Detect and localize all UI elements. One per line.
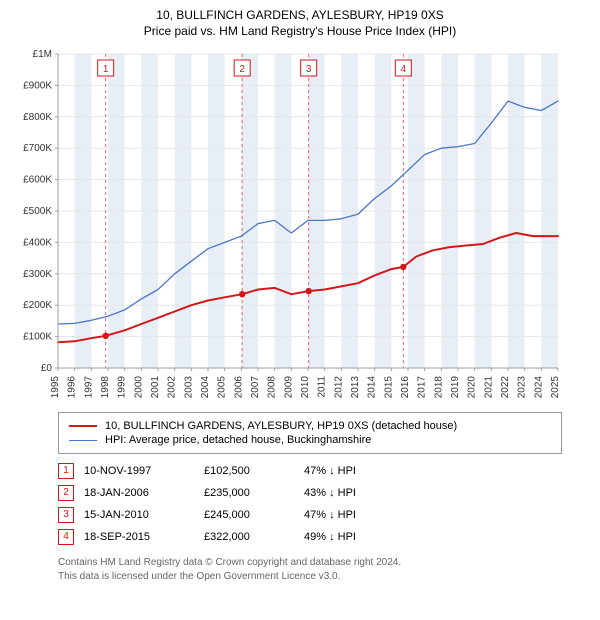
event-delta: 49% ↓ HPI (304, 526, 366, 548)
legend-swatch (69, 425, 97, 427)
x-tick-label: 2021 (483, 376, 494, 399)
x-tick-label: 2010 (300, 376, 311, 399)
y-tick-label: £100K (23, 332, 52, 343)
event-row: 1 10-NOV-1997£102,50047% ↓ HPI (58, 460, 366, 482)
event-date: 10-NOV-1997 (84, 460, 204, 482)
x-tick-label: 2024 (533, 376, 544, 399)
y-tick-label: £0 (41, 363, 53, 374)
chart-figure: 10, BULLFINCH GARDENS, AYLESBURY, HP19 0… (0, 0, 600, 593)
event-marker-number: 1 (103, 64, 109, 75)
event-dot (305, 288, 311, 294)
event-marker-number: 2 (239, 64, 245, 75)
x-tick-label: 2001 (150, 376, 161, 399)
event-marker-number: 3 (306, 64, 312, 75)
y-tick-label: £500K (23, 206, 52, 217)
event-marker-number: 4 (401, 64, 407, 75)
event-delta: 43% ↓ HPI (304, 482, 366, 504)
x-tick-label: 2022 (500, 376, 511, 399)
event-price: £102,500 (204, 460, 304, 482)
event-marker-icon: 1 (58, 463, 74, 479)
y-tick-label: £800K (23, 112, 52, 123)
x-tick-label: 2003 (183, 376, 194, 399)
x-tick-label: 2006 (233, 376, 244, 399)
x-tick-label: 2005 (217, 376, 228, 399)
event-price: £245,000 (204, 504, 304, 526)
x-tick-label: 2015 (383, 376, 394, 399)
x-tick-label: 2020 (467, 376, 478, 399)
x-tick-label: 2002 (167, 376, 178, 399)
legend-item: 10, BULLFINCH GARDENS, AYLESBURY, HP19 0… (69, 419, 551, 433)
y-tick-label: £200K (23, 300, 52, 311)
footer-line-2: This data is licensed under the Open Gov… (58, 570, 562, 584)
x-tick-label: 2013 (350, 376, 361, 399)
y-tick-label: £900K (23, 80, 52, 91)
y-tick-label: £1M (33, 49, 52, 60)
x-tick-label: 1996 (67, 376, 78, 399)
x-tick-label: 1995 (50, 376, 61, 399)
x-tick-label: 2012 (333, 376, 344, 399)
x-tick-label: 2011 (317, 376, 328, 398)
x-tick-label: 2023 (517, 376, 528, 399)
x-tick-label: 2025 (550, 376, 561, 399)
legend-label: 10, BULLFINCH GARDENS, AYLESBURY, HP19 0… (105, 420, 457, 432)
event-date: 15-JAN-2010 (84, 504, 204, 526)
event-dot (102, 333, 108, 339)
x-tick-label: 2007 (250, 376, 261, 399)
y-tick-label: £600K (23, 175, 52, 186)
y-tick-label: £700K (23, 143, 52, 154)
event-date: 18-SEP-2015 (84, 526, 204, 548)
x-tick-label: 2008 (267, 376, 278, 399)
chart-area: £0 £100K £200K £300K £400K £500K £600K £700K £80… (10, 44, 590, 404)
x-tick-label: 2009 (283, 376, 294, 399)
legend-item: HPI: Average price, detached house, Buck… (69, 433, 551, 447)
event-price: £322,000 (204, 526, 304, 548)
x-tick-label: 2017 (417, 376, 428, 399)
event-row: 2 18-JAN-2006£235,00043% ↓ HPI (58, 482, 366, 504)
title-line-2: Price paid vs. HM Land Registry's House … (10, 24, 590, 38)
x-tick-label: 1998 (100, 376, 111, 399)
event-row: 4 18-SEP-2015£322,00049% ↓ HPI (58, 526, 366, 548)
title-line-1: 10, BULLFINCH GARDENS, AYLESBURY, HP19 0… (10, 8, 590, 22)
footer: Contains HM Land Registry data © Crown c… (58, 556, 562, 583)
chart-svg: £0 £100K £200K £300K £400K £500K £600K £700K £80… (10, 44, 570, 404)
event-dot (400, 264, 406, 270)
events-table: 1 10-NOV-1997£102,50047% ↓ HPI 2 18-JAN-200… (58, 460, 366, 548)
event-price: £235,000 (204, 482, 304, 504)
legend-swatch (69, 440, 97, 441)
event-marker-icon: 3 (58, 507, 74, 523)
y-tick-label: £300K (23, 269, 52, 280)
event-row: 3 15-JAN-2010£245,00047% ↓ HPI (58, 504, 366, 526)
x-tick-label: 1997 (83, 376, 94, 399)
x-tick-label: 2018 (433, 376, 444, 399)
event-delta: 47% ↓ HPI (304, 460, 366, 482)
x-tick-label: 2000 (133, 376, 144, 399)
footer-line-1: Contains HM Land Registry data © Crown c… (58, 556, 562, 570)
legend-label: HPI: Average price, detached house, Buck… (105, 434, 371, 446)
x-tick-label: 2016 (400, 376, 411, 399)
x-tick-label: 2019 (450, 376, 461, 399)
x-tick-label: 1999 (117, 376, 128, 399)
x-tick-label: 2014 (367, 376, 378, 399)
event-date: 18-JAN-2006 (84, 482, 204, 504)
legend: 10, BULLFINCH GARDENS, AYLESBURY, HP19 0… (58, 412, 562, 454)
x-tick-label: 2004 (200, 376, 211, 399)
event-dot (239, 291, 245, 297)
title-block: 10, BULLFINCH GARDENS, AYLESBURY, HP19 0… (10, 8, 590, 38)
event-marker-icon: 2 (58, 485, 74, 501)
event-marker-icon: 4 (58, 529, 74, 545)
event-delta: 47% ↓ HPI (304, 504, 366, 526)
y-tick-label: £400K (23, 237, 52, 248)
